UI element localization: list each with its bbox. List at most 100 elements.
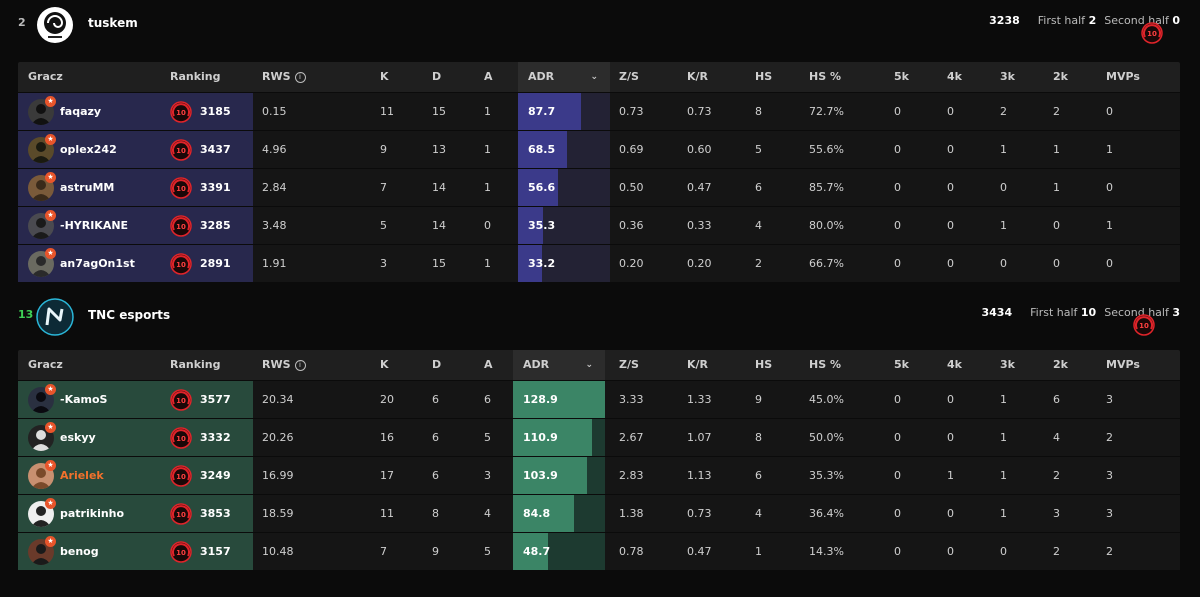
- 2k-value: 1: [1053, 181, 1060, 194]
- chevron-down-icon[interactable]: ⌄: [585, 360, 593, 370]
- svg-text:10: 10: [176, 549, 186, 557]
- kr-value: 0.47: [687, 545, 712, 558]
- player-name[interactable]: Arielek: [60, 469, 104, 482]
- column-adr[interactable]: ADR ⌄: [513, 350, 605, 380]
- first-half-label: First half: [1030, 306, 1078, 319]
- player-cell[interactable]: ★ eskyy 10 3332: [18, 419, 253, 456]
- player-name[interactable]: oplex242: [60, 143, 117, 156]
- column-assists[interactable]: A: [484, 358, 493, 371]
- adr-cell: 35.3: [518, 207, 610, 244]
- column-ranking[interactable]: Ranking: [170, 70, 221, 83]
- player-cell[interactable]: ★ faqazy 10 3185: [18, 93, 253, 130]
- 3k-value: 1: [1000, 507, 1007, 520]
- player-name[interactable]: -KamoS: [60, 393, 108, 406]
- player-cell[interactable]: ★ patrikinho 10 3853: [18, 495, 253, 532]
- column-adr[interactable]: ADR ⌄: [518, 62, 610, 92]
- table-row[interactable]: ★ eskyy 10 3332 20.26 16 6 5 2.67 1.07 8 50.0% 0 0 1 4 2…: [18, 418, 1180, 456]
- 2k-value: 3: [1053, 507, 1060, 520]
- team-logo[interactable]: [36, 298, 74, 336]
- avatar[interactable]: [28, 425, 54, 451]
- adr-bar: [518, 169, 558, 206]
- table-row[interactable]: ★ benog 10 3157 10.48 7 9 5 0.78 0.47 1 14.3% 0 0 0 2 2 4…: [18, 532, 1180, 570]
- headshots-value: 4: [755, 507, 762, 520]
- svg-text:10: 10: [176, 185, 186, 193]
- column-kr[interactable]: K/R: [687, 70, 709, 83]
- player-name[interactable]: patrikinho: [60, 507, 125, 520]
- table-row[interactable]: ★ astruMM 10 3391 2.84 7 14 1 0.50 0.47 6 85.7% 0 0 0 1…: [18, 168, 1180, 206]
- column-3k[interactable]: 3k: [1000, 358, 1015, 371]
- column-5k[interactable]: 5k: [894, 70, 909, 83]
- 4k-value: 0: [947, 393, 954, 406]
- column-deaths[interactable]: D: [432, 70, 442, 83]
- column-kd[interactable]: Z/S: [619, 70, 639, 83]
- headshot-percent-value: 85.7%: [809, 181, 844, 194]
- headshot-percent-value: 72.7%: [809, 105, 844, 118]
- column-headshot-percent[interactable]: HS %: [809, 358, 841, 371]
- player-elo: 3285: [200, 219, 231, 232]
- player-cell[interactable]: ★ oplex242 10 3437: [18, 131, 253, 168]
- 4k-value: 0: [947, 431, 954, 444]
- player-name[interactable]: astruMM: [60, 181, 115, 194]
- avatar[interactable]: [28, 99, 54, 125]
- player-elo: 3391: [200, 181, 231, 194]
- mvps-value: 2: [1106, 545, 1113, 558]
- column-kr[interactable]: K/R: [687, 358, 709, 371]
- column-deaths[interactable]: D: [432, 358, 442, 371]
- column-ranking[interactable]: Ranking: [170, 358, 221, 371]
- kills-value: 5: [380, 219, 387, 232]
- column-kills[interactable]: K: [380, 358, 389, 371]
- column-mvps[interactable]: MVPs: [1106, 358, 1140, 371]
- column-2k[interactable]: 2k: [1053, 70, 1068, 83]
- 4k-value: 0: [947, 545, 954, 558]
- column-rws[interactable]: RWS i: [262, 350, 306, 380]
- column-kills[interactable]: K: [380, 70, 389, 83]
- player-name[interactable]: eskyy: [60, 431, 96, 444]
- avatar[interactable]: [28, 501, 54, 527]
- team-name[interactable]: TNC esports: [88, 308, 171, 322]
- table-row[interactable]: ★ -KamoS 10 3577 20.34 20 6 6 3.33 1.33 9 45.0% 0 0 1 6…: [18, 380, 1180, 418]
- player-cell[interactable]: ★ -KamoS 10 3577: [18, 381, 253, 418]
- table-row[interactable]: ★ Arielek 10 3249 16.99 17 6 3 2.83 1.13 6 35.3% 0 1 1…: [18, 456, 1180, 494]
- assists-value: 6: [484, 393, 491, 406]
- chevron-down-icon[interactable]: ⌄: [590, 72, 598, 82]
- table-row[interactable]: ★ an7agOn1st 10 2891 1.91 3 15 1 0.20 0.20 2 66.7% 0…: [18, 244, 1180, 282]
- team-logo[interactable]: [36, 6, 74, 44]
- player-name[interactable]: an7agOn1st: [60, 257, 135, 270]
- column-4k[interactable]: 4k: [947, 358, 962, 371]
- column-headshots[interactable]: HS: [755, 70, 773, 83]
- table-row[interactable]: ★ patrikinho 10 3853 18.59 11 8 4 1.38 0.73 4 36.4%…: [18, 494, 1180, 532]
- player-cell[interactable]: ★ Arielek 10 3249: [18, 457, 253, 494]
- 5k-value: 0: [894, 393, 901, 406]
- headshots-value: 6: [755, 181, 762, 194]
- column-assists[interactable]: A: [484, 70, 493, 83]
- column-headshot-percent[interactable]: HS %: [809, 70, 841, 83]
- column-3k[interactable]: 3k: [1000, 70, 1015, 83]
- table-row[interactable]: ★ oplex242 10 3437 4.96 9 13 1 0.69 0.60 5 55.6% 0 0 1…: [18, 130, 1180, 168]
- player-name[interactable]: faqazy: [60, 105, 102, 118]
- player-cell[interactable]: ★ benog 10 3157: [18, 533, 253, 570]
- deaths-value: 13: [432, 143, 446, 156]
- column-4k[interactable]: 4k: [947, 70, 962, 83]
- column-headshots[interactable]: HS: [755, 358, 773, 371]
- column-kd[interactable]: Z/S: [619, 358, 639, 371]
- info-icon[interactable]: i: [294, 360, 306, 371]
- table-row[interactable]: ★ faqazy 10 3185 0.15 11 15 1 0.73 0.73 8 72.7% 0 0 2 2…: [18, 92, 1180, 130]
- column-adr-label: ADR: [523, 358, 550, 371]
- player-cell[interactable]: ★ -HYRIKANE 10 3285: [18, 207, 253, 244]
- premium-badge-icon: ★: [45, 384, 56, 395]
- table-row[interactable]: ★ -HYRIKANE 10 3285 3.48 5 14 0 0.36 0.33 4 80.0% 0 0…: [18, 206, 1180, 244]
- team-name[interactable]: tuskem: [88, 16, 138, 30]
- player-name[interactable]: benog: [60, 545, 99, 558]
- info-icon[interactable]: i: [294, 72, 306, 83]
- player-cell[interactable]: ★ astruMM 10 3391: [18, 169, 253, 206]
- column-2k[interactable]: 2k: [1053, 358, 1068, 371]
- player-cell[interactable]: ★ an7agOn1st 10 2891: [18, 245, 253, 282]
- 5k-value: 0: [894, 257, 901, 270]
- deaths-value: 9: [432, 545, 439, 558]
- column-rws[interactable]: RWS i: [262, 62, 306, 92]
- column-mvps[interactable]: MVPs: [1106, 70, 1140, 83]
- adr-cell: 84.8: [513, 495, 605, 532]
- player-name[interactable]: -HYRIKANE: [60, 219, 129, 232]
- column-5k[interactable]: 5k: [894, 358, 909, 371]
- svg-text:10: 10: [176, 435, 186, 443]
